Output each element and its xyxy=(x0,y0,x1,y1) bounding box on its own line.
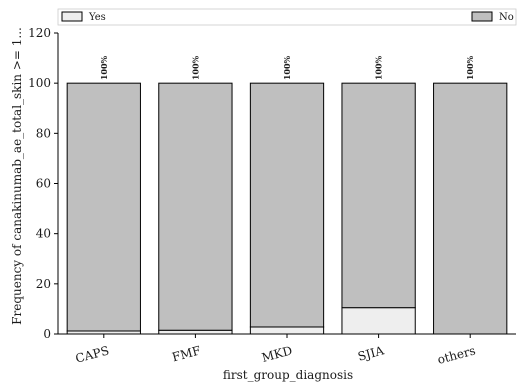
bar-segment-yes-fmf xyxy=(158,329,233,335)
legend-swatch-no xyxy=(471,11,493,22)
y-axis-title: Frequency of canakinumab_ae_total_skin >… xyxy=(10,27,24,325)
legend-swatch-yes xyxy=(61,11,83,22)
x-tick-label-mkd: MKD xyxy=(260,343,293,365)
bar-segment-no-sjia xyxy=(341,82,416,309)
y-tick-label-60: 60 xyxy=(36,177,51,191)
y-axis: 0 20 40 60 80 100 120 xyxy=(28,26,59,341)
bars-group: 100% 100% 100% 100% 100% xyxy=(66,55,508,335)
legend-frame xyxy=(57,8,517,26)
total-label-sjia: 100% xyxy=(374,55,384,80)
total-label-fmf: 100% xyxy=(190,55,200,80)
total-label-mkd: 100% xyxy=(282,55,292,80)
y-tick-label-80: 80 xyxy=(36,126,51,140)
y-tick-label-20: 20 xyxy=(36,277,51,291)
bar-segment-yes-mkd xyxy=(249,326,325,335)
x-axis: CAPS FMF MKD SJIA others xyxy=(58,333,516,367)
bar-segment-no-fmf xyxy=(158,82,233,331)
legend-label-no: No xyxy=(499,12,514,23)
y-tick-label-40: 40 xyxy=(36,227,51,241)
bar-segment-no-others xyxy=(433,82,508,335)
bar-segment-yes-sjia xyxy=(341,307,416,335)
x-tick-label-others: others xyxy=(436,343,477,367)
y-tick-label-0: 0 xyxy=(43,327,51,341)
bar-segment-no-mkd xyxy=(249,82,325,328)
x-tick-label-sjia: SJIA xyxy=(356,343,385,363)
legend: Yes No xyxy=(57,8,517,26)
x-tick-label-caps: CAPS xyxy=(74,343,111,365)
bar-segment-no-caps xyxy=(66,82,141,332)
y-tick-label-120: 120 xyxy=(28,26,51,40)
x-tick-label-fmf: FMF xyxy=(171,343,203,364)
x-axis-title: first_group_diagnosis xyxy=(223,368,353,382)
y-tick-label-100: 100 xyxy=(28,76,51,90)
total-label-caps: 100% xyxy=(99,55,109,80)
total-label-others: 100% xyxy=(465,55,475,80)
legend-label-yes: Yes xyxy=(88,12,106,23)
